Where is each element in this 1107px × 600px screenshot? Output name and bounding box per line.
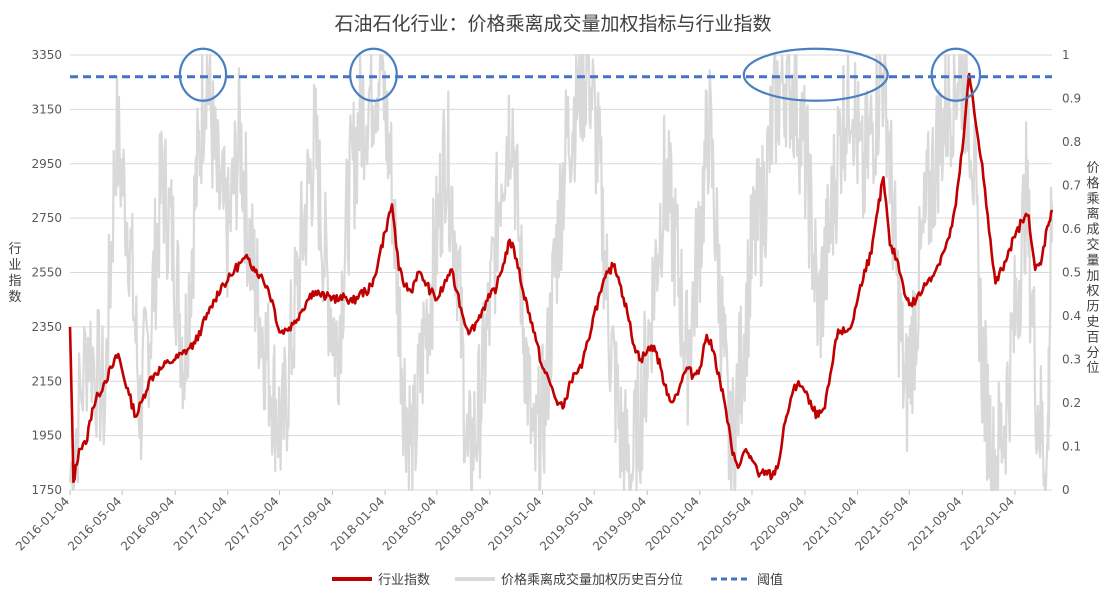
y-axis-right-ticks: 0 0.1 0.2 0.3 0.4 0.5 0.6 0.7 0.8 0.9 1 bbox=[1062, 48, 1081, 497]
x-tick-label: 2018-09-04 bbox=[433, 494, 492, 553]
y-axis-right-label-char: 历 bbox=[1086, 300, 1099, 315]
y-axis-left-label-char: 业 bbox=[8, 258, 21, 273]
x-tick-label: 2021-09-04 bbox=[905, 494, 964, 553]
y-left-tick-label: 1950 bbox=[31, 429, 62, 443]
y-left-tick-label: 2350 bbox=[31, 320, 62, 334]
x-tick-label: 2021-01-04 bbox=[800, 494, 859, 553]
y-axis-left-label-char: 数 bbox=[8, 290, 21, 305]
y-right-tick-label: 0.4 bbox=[1062, 309, 1081, 323]
y-axis-left-label-char: 指 bbox=[8, 274, 21, 289]
y-axis-left-label: 行业指数 bbox=[8, 242, 21, 305]
y-axis-right-label-char: 史 bbox=[1086, 315, 1099, 330]
y-axis-right-label-char: 离 bbox=[1086, 206, 1099, 222]
y-right-tick-label: 1 bbox=[1062, 48, 1070, 62]
series-index bbox=[68, 72, 1054, 484]
y-left-tick-label: 2550 bbox=[31, 266, 62, 280]
y-axis-right-label-char: 格 bbox=[1086, 175, 1099, 191]
y-right-tick-label: 0.5 bbox=[1062, 266, 1081, 280]
y-left-tick-label: 2150 bbox=[31, 374, 62, 388]
series-percentile bbox=[68, 53, 1054, 492]
y-axis-right-label-char: 交 bbox=[1086, 237, 1099, 253]
legend-label-index: 行业指数 bbox=[378, 573, 430, 588]
y-right-tick-label: 0.9 bbox=[1062, 92, 1081, 106]
y-axis-right-label-char: 价 bbox=[1086, 161, 1099, 176]
x-tick-label: 2016-05-04 bbox=[65, 494, 124, 553]
highlight-ellipse bbox=[930, 47, 982, 102]
y-axis-right-label-char: 加 bbox=[1086, 269, 1099, 284]
y-axis-left-ticks: 1750 1950 2150 2350 2550 2750 2950 3150 3350 bbox=[31, 48, 62, 497]
legend-label-percentile: 价格乘离成交量加权历史百分位 bbox=[501, 572, 683, 588]
highlight-ellipse bbox=[178, 47, 228, 102]
x-tick-label: 2019-05-04 bbox=[537, 494, 596, 553]
y-axis-right-label-char: 百 bbox=[1086, 330, 1099, 345]
y-axis-right-label-char: 成 bbox=[1086, 223, 1099, 238]
x-tick-label: 2019-01-04 bbox=[485, 494, 544, 553]
highlight-ellipse bbox=[349, 47, 398, 102]
y-axis-right-label-char: 权 bbox=[1086, 283, 1099, 299]
y-axis-left-label-char: 行 bbox=[8, 242, 21, 257]
x-tick-label: 2020-09-04 bbox=[748, 494, 807, 553]
x-tick-label: 2021-05-04 bbox=[852, 494, 911, 553]
y-axis-right-label-char: 位 bbox=[1086, 361, 1099, 376]
x-tick-label: 2018-05-04 bbox=[380, 494, 439, 553]
y-axis-right-label-char: 乘 bbox=[1086, 192, 1099, 207]
x-tick-label: 2016-09-04 bbox=[118, 494, 177, 553]
y-right-tick-label: 0.6 bbox=[1062, 222, 1081, 236]
y-left-tick-label: 2750 bbox=[31, 211, 62, 225]
index-line bbox=[68, 72, 1054, 484]
y-right-tick-label: 0.1 bbox=[1062, 440, 1081, 454]
highlight-ellipses bbox=[178, 47, 982, 102]
x-tick-label: 2020-05-04 bbox=[695, 494, 754, 553]
y-right-tick-label: 0.2 bbox=[1062, 396, 1081, 410]
y-left-tick-label: 3350 bbox=[31, 48, 62, 62]
x-tick-label: 2017-09-04 bbox=[275, 494, 334, 553]
highlight-ellipse bbox=[742, 47, 889, 102]
y-right-tick-label: 0.3 bbox=[1062, 353, 1081, 367]
x-tick-label: 2020-01-04 bbox=[643, 494, 702, 553]
y-right-tick-label: 0.7 bbox=[1062, 179, 1081, 193]
y-left-tick-label: 1750 bbox=[31, 483, 62, 497]
y-right-tick-label: 0.8 bbox=[1062, 135, 1081, 149]
chart-title: 石油石化行业：价格乘离成交量加权指标与行业指数 bbox=[334, 13, 771, 35]
x-tick-label: 2018-01-04 bbox=[328, 494, 387, 553]
x-axis-ticks: 2016-01-042016-05-042016-09-042017-01-04… bbox=[13, 490, 1017, 553]
legend-label-threshold: 阈值 bbox=[757, 572, 783, 588]
legend: 行业指数 价格乘离成交量加权历史百分位 阈值 bbox=[332, 572, 783, 588]
y-axis-right-label-char: 量 bbox=[1086, 253, 1099, 268]
x-tick-label: 2022-01-04 bbox=[958, 494, 1017, 553]
x-tick-label: 2017-05-04 bbox=[222, 494, 281, 553]
x-tick-label: 2016-01-04 bbox=[13, 494, 72, 553]
y-left-tick-label: 3150 bbox=[31, 102, 62, 116]
y-right-tick-label: 0 bbox=[1062, 483, 1070, 497]
x-tick-label: 2019-09-04 bbox=[590, 494, 649, 553]
y-left-tick-label: 2950 bbox=[31, 157, 62, 171]
percentile-line bbox=[68, 53, 1054, 492]
y-axis-right-label-char: 分 bbox=[1086, 346, 1099, 361]
x-tick-label: 2017-01-04 bbox=[171, 494, 230, 553]
y-axis-right-label: 价格乘离成交量加权历史百分位 bbox=[1086, 161, 1099, 376]
